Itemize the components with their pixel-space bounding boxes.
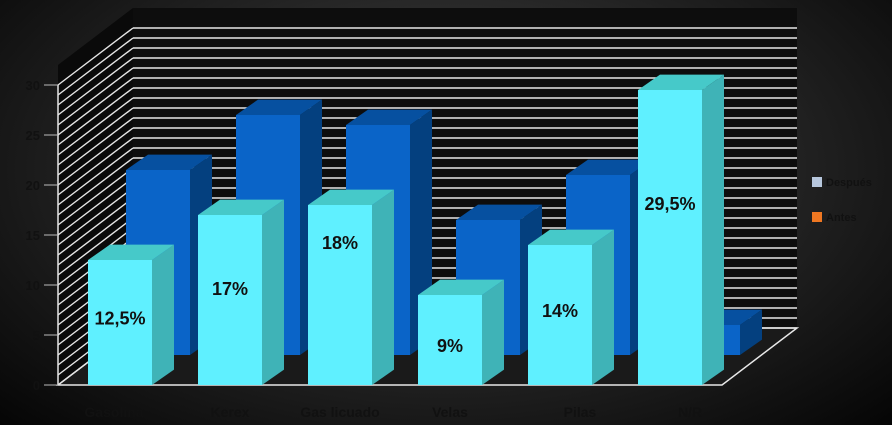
grid-line-side	[57, 147, 134, 206]
bar-despues-4-front	[528, 245, 592, 385]
bar-despues-3	[418, 279, 504, 385]
data-labels: 12,5% 17% 18% 9% 14% 29,5%	[94, 194, 695, 356]
grid-line-side	[57, 167, 134, 226]
bar-despues-3-front	[418, 295, 482, 385]
y-axis-ticks: 0 5 10 15 20 25 30	[26, 78, 58, 393]
grid-line-side	[57, 197, 134, 256]
grid-line-side	[57, 47, 134, 106]
grid-line-side	[57, 137, 134, 196]
y-tick-label: 10	[26, 278, 40, 293]
bar-despues-0-top	[88, 244, 174, 260]
legend-swatch	[812, 177, 822, 187]
grid-line-side	[57, 27, 134, 86]
grid-line-side	[57, 97, 134, 156]
data-label: 29,5%	[644, 194, 695, 214]
bar-despues-2-side	[372, 189, 394, 385]
grid-line-side	[57, 37, 134, 96]
category-label: Gasolina	[84, 404, 143, 420]
legend-label: Antes	[826, 212, 857, 224]
bar-despues-0-front	[88, 260, 152, 385]
grid-line-side	[57, 217, 134, 276]
category-label: N/R	[678, 404, 702, 420]
bar-despues-5-side	[702, 74, 724, 385]
bar-despues-1-front	[198, 215, 262, 385]
data-label: 12,5%	[94, 309, 145, 329]
grid-line-side	[57, 77, 134, 136]
bar-antes-3-top	[456, 204, 542, 220]
bar-despues-5-top	[638, 74, 724, 90]
grid-line-side	[57, 187, 134, 246]
data-label: 14%	[542, 301, 578, 321]
legend-label: Después	[826, 177, 872, 189]
bar-despues-3-top	[418, 279, 504, 295]
bar-despues-0-side	[152, 244, 174, 385]
bar-despues-2	[308, 189, 394, 385]
bar-despues-1-top	[198, 199, 284, 215]
bar-despues-2-front	[308, 205, 372, 385]
grid-line-side	[57, 207, 134, 266]
bar-antes-1-top	[236, 99, 322, 115]
series-despues-bars	[88, 74, 724, 385]
x-axis-categories: Gasolina Kerex Gas licuado Velas Pilas N/R	[84, 404, 702, 420]
bar-despues-0	[88, 244, 174, 385]
data-label: 18%	[322, 233, 358, 253]
bar-despues-4	[528, 229, 614, 385]
grid-line-side	[57, 57, 134, 116]
legend: Después Antes	[812, 177, 872, 224]
bar-despues-4-side	[592, 229, 614, 385]
bar-despues-1-side	[262, 199, 284, 385]
bar-antes-0-top	[126, 154, 212, 170]
category-label: Velas	[432, 404, 468, 420]
y-tick-label: 25	[26, 128, 40, 143]
bar-antes-4-top	[566, 159, 652, 175]
grid-line-side	[57, 67, 134, 126]
grid-line-side	[57, 127, 134, 186]
grid-line-side	[57, 177, 134, 236]
bar-despues-1	[198, 199, 284, 385]
data-label: 9%	[437, 336, 463, 356]
y-tick-label: 0	[33, 378, 40, 393]
grid-line-side	[57, 157, 134, 216]
bar-antes-2-top	[346, 109, 432, 125]
grid-line-side	[57, 107, 134, 166]
grid-line-side	[57, 117, 134, 176]
y-tick-label: 5	[33, 328, 40, 343]
bar-despues-3-side	[482, 279, 504, 385]
data-label: 17%	[212, 279, 248, 299]
category-label: Gas licuado	[300, 404, 379, 420]
bar-despues-4-top	[528, 229, 614, 245]
category-label: Kerex	[211, 404, 250, 420]
bar-despues-5-front	[638, 90, 702, 385]
grid-line-side	[57, 87, 134, 146]
legend-swatch	[812, 212, 822, 222]
category-label: Pilas	[564, 404, 597, 420]
y-tick-label: 20	[26, 178, 40, 193]
bar-antes-5-side	[740, 309, 762, 355]
y-tick-label: 30	[26, 78, 40, 93]
bar-despues-2-top	[308, 189, 394, 205]
bar-despues-5	[638, 74, 724, 385]
y-tick-label: 15	[26, 228, 40, 243]
